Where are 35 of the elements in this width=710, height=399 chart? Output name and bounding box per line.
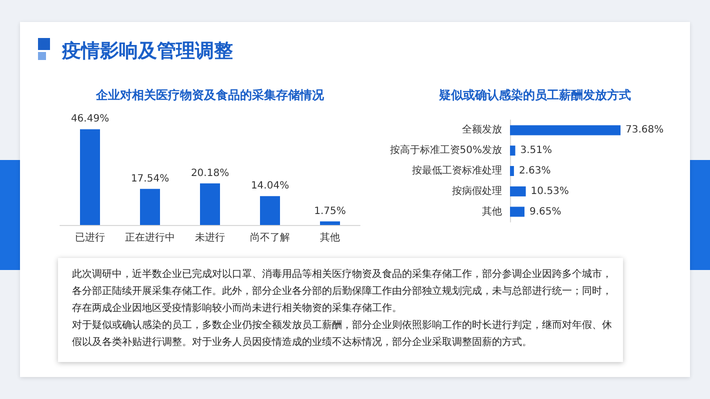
data-label: 20.18% [190, 168, 230, 179]
y-tick-label: 其他 [482, 205, 502, 218]
data-label: 2.63% [518, 166, 551, 176]
y-tick-label: 按高于标准工资50%发放 [390, 144, 502, 156]
text: 疫情影响及管理调整 [62, 39, 234, 64]
data-label: 73.68% [626, 124, 664, 136]
x-tick-label: 已进行 [75, 232, 105, 244]
y-tick-label: 全额发放 [462, 124, 502, 136]
text: 对于疑似或确认感染的员工，多数企业仍按全额发放员工薪酬，部分企业则依照影响工作的时长进行判定，继而对年假、休假以及各类补贴进行调整。对于业务人员因疫情造成的业绩不达标情况，部分企业采取调整固薪的方式。 [72, 318, 612, 350]
bar [510, 166, 514, 176]
bar [510, 146, 516, 156]
y-tick-label: 按最低工资标准处理 [412, 164, 502, 176]
x-tick-label: 正在进行中 [125, 232, 175, 244]
data-label: 10.53% [530, 186, 569, 197]
data-label: 14.04% [250, 180, 290, 192]
text: 此次调研中，近半数企业已完成对以口罩、消毒用品等相关医疗物资及食品的采集存储工作，部分参调企业因跨多个城市，各分部正陆续开展采集存储工作。此外，部分企业各分部的后勤保障工作由分部独立规划完成，未与总部进行统一；同时，存在两成企业因地区受疫情影响较小而尚未进行相关物资的采集存储工作。 [72, 268, 612, 316]
bar [510, 125, 621, 136]
x-tick-label: 尚不了解 [250, 232, 290, 244]
chart-title: 企业对相关医疗物资及食品的采集存储情况 [95, 88, 325, 102]
bar [140, 188, 160, 225]
data-label: 46.49% [70, 114, 110, 125]
bar [320, 221, 340, 225]
y-tick-label: 按病假处理 [452, 184, 502, 197]
bar [510, 206, 524, 217]
x-tick-label: 其他 [320, 232, 340, 244]
chart-title: 疑似或确认感染的员工薪酬发放方式 [438, 88, 631, 102]
bar [260, 196, 280, 225]
data-label: 17.54% [130, 173, 170, 184]
data-label: 9.65% [529, 206, 562, 218]
bar [200, 183, 220, 225]
data-label: 1.75% [314, 206, 346, 217]
x-tick-label: 未进行 [195, 232, 225, 244]
data-label: 3.51% [520, 145, 552, 156]
bar [510, 186, 526, 196]
bar [80, 129, 100, 225]
